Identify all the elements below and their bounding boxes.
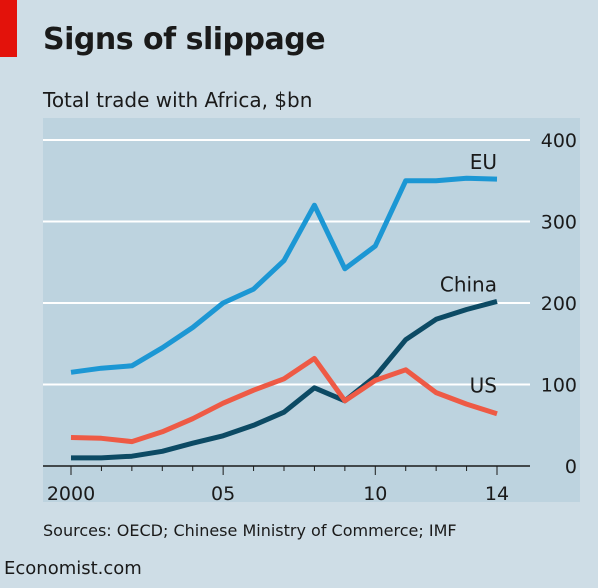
gridlines [43,139,530,467]
y-tick-label: 400 [541,130,577,152]
x-tick-label: 10 [363,483,387,505]
plot-area [43,118,580,502]
series-line-us [70,355,498,445]
series-labels: EU China US [440,150,497,397]
red-accent-tag [0,0,17,57]
brand-watermark: Economist.com [4,558,142,579]
series-label-us: US [470,374,497,398]
source-note: Sources: OECD; Chinese Ministry of Comme… [43,521,457,540]
series-lines [70,175,498,461]
y-tick-label: 100 [541,375,577,397]
y-tick-label: 0 [565,456,577,478]
series-label-eu: EU [470,150,497,174]
series-line-eu [70,175,498,375]
chart-title: Signs of slippage [43,22,326,57]
series-label-china: China [440,272,497,296]
x-tick-label: 2000 [47,483,95,505]
series-line-china [71,298,498,461]
y-tick-label: 300 [541,212,577,234]
chart-subtitle: Total trade with Africa, $bn [43,88,313,112]
x-tick-label: 05 [211,483,235,505]
x-tick-label: 14 [485,483,509,505]
y-tick-label: 200 [541,293,577,315]
x-axis: 2000 05 10 14 [47,466,509,505]
y-axis-labels: 0 100 200 300 400 [541,130,577,478]
